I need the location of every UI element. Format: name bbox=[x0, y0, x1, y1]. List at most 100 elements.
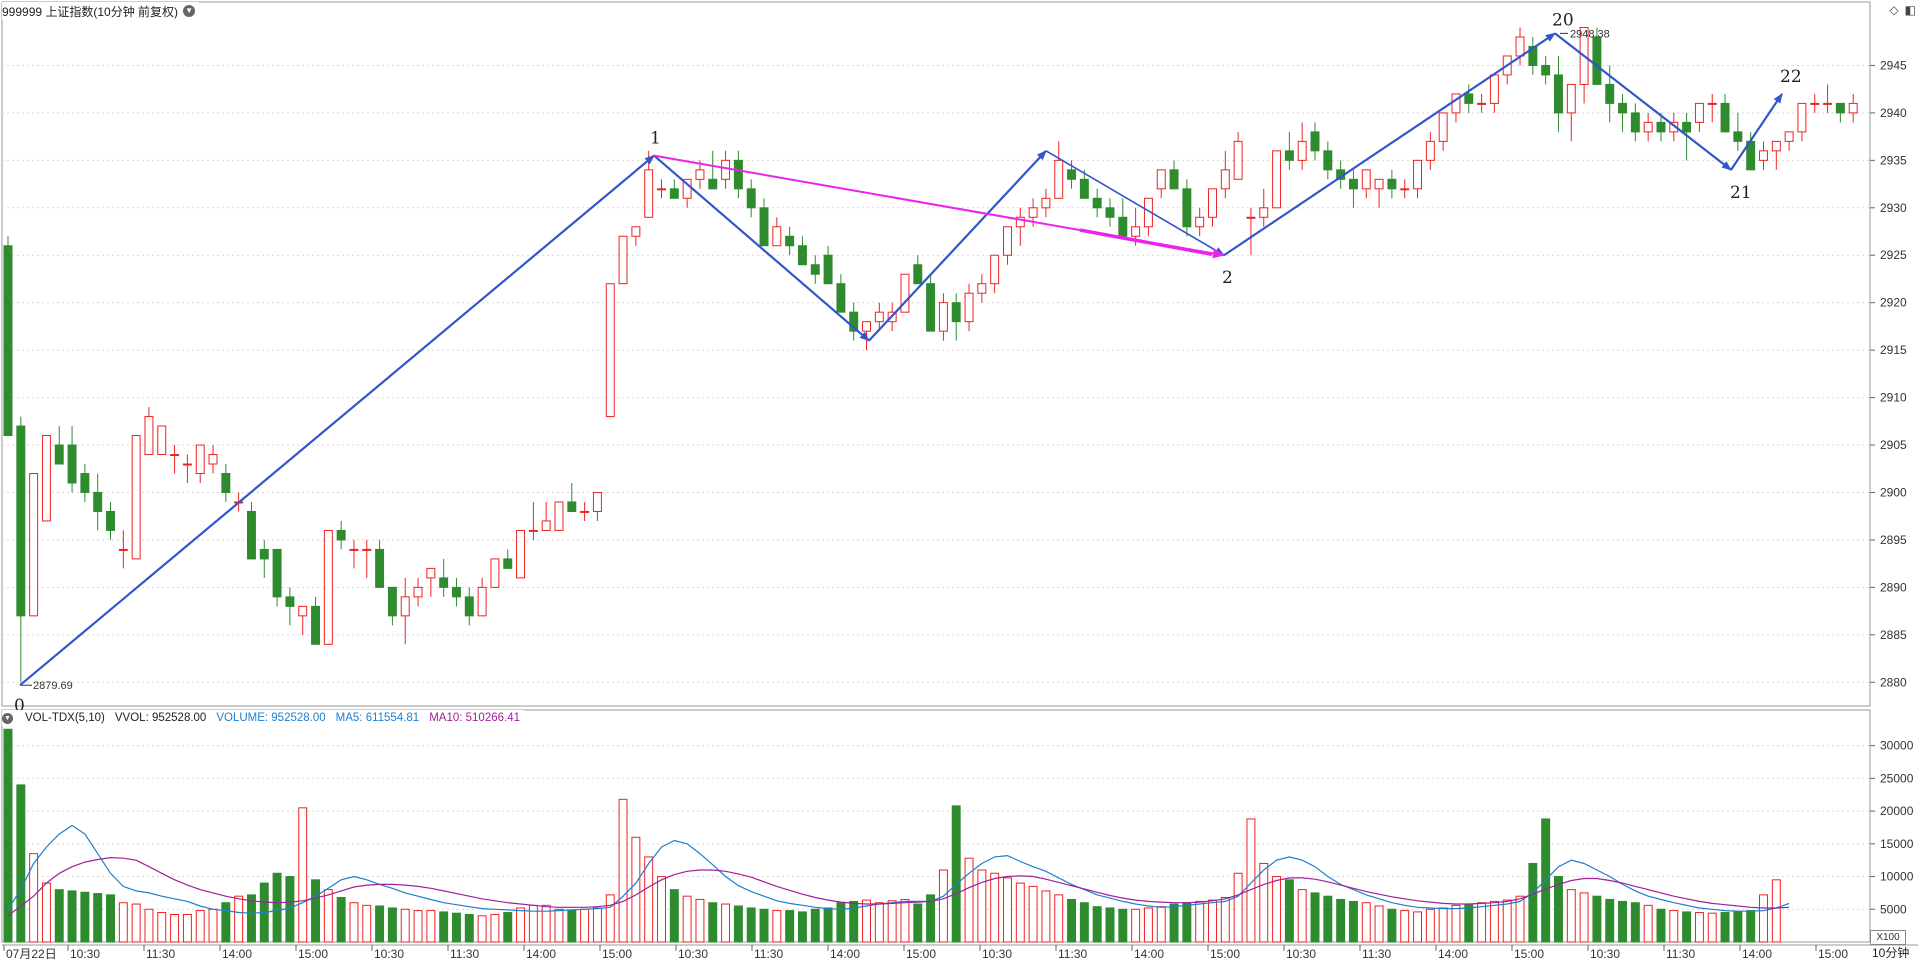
period-label[interactable]: 10分钟 bbox=[1872, 946, 1910, 960]
candle-body bbox=[733, 159, 743, 190]
candle-body bbox=[1835, 102, 1845, 114]
volume-bar bbox=[862, 899, 871, 943]
candle-body bbox=[1195, 216, 1205, 228]
candle-body bbox=[208, 454, 218, 465]
candle-body bbox=[1438, 112, 1448, 142]
y-tick-label: 2915 bbox=[1880, 343, 1907, 357]
volume-bar bbox=[336, 896, 346, 943]
volume-bar bbox=[1746, 910, 1756, 943]
candle-body bbox=[964, 292, 974, 323]
y-tick-label: 2885 bbox=[1880, 628, 1907, 642]
candle-body bbox=[1682, 121, 1692, 133]
volume-bar bbox=[413, 910, 423, 943]
x-tick-label: 10:30 bbox=[1590, 947, 1620, 961]
volume-bar bbox=[157, 912, 167, 943]
candle-body bbox=[1387, 178, 1397, 190]
volume-bar bbox=[452, 912, 461, 943]
candle-body bbox=[810, 264, 820, 275]
diamond-icon[interactable]: ◇ bbox=[1889, 3, 1899, 17]
candle-body bbox=[41, 435, 51, 522]
volume-bar bbox=[618, 798, 628, 943]
candle-body bbox=[849, 311, 859, 332]
volume-bar bbox=[1656, 908, 1666, 943]
candle-body bbox=[1118, 216, 1128, 237]
candle-body bbox=[644, 169, 654, 218]
candle-body bbox=[1464, 93, 1474, 104]
volume-bar bbox=[1054, 894, 1064, 943]
volume-unit-label: X100 bbox=[1870, 930, 1906, 945]
candle-body bbox=[477, 586, 487, 617]
volume-bar bbox=[1169, 903, 1179, 943]
candle-body bbox=[1784, 131, 1794, 142]
volume-bar bbox=[208, 908, 218, 943]
volume-bar bbox=[746, 907, 756, 943]
candle-body bbox=[541, 520, 551, 531]
candle-body bbox=[1771, 140, 1781, 152]
candle-body bbox=[1284, 150, 1294, 161]
candle-body bbox=[67, 444, 77, 484]
volume-bar bbox=[1143, 907, 1153, 943]
volume-bar bbox=[387, 907, 397, 943]
x-tick-label: 14:00 bbox=[1134, 947, 1164, 961]
volume-bar bbox=[657, 876, 666, 943]
volume-bar bbox=[503, 912, 513, 943]
chevron-down-icon[interactable]: ▼ bbox=[2, 712, 13, 724]
volume-bar bbox=[964, 857, 974, 943]
candle-body bbox=[951, 302, 961, 323]
candle-body bbox=[1759, 150, 1768, 161]
candle-body bbox=[259, 548, 269, 560]
candle-body bbox=[1259, 207, 1269, 218]
volume-bar bbox=[1707, 912, 1717, 943]
chart-title-text: 999999 上证指数(10分钟 前复权) bbox=[2, 4, 179, 19]
candle-body bbox=[1810, 102, 1820, 105]
candle-body bbox=[1169, 169, 1179, 190]
volume-bar bbox=[823, 907, 833, 943]
candle-body bbox=[605, 283, 615, 418]
volume-y-tick-label: 5000 bbox=[1880, 902, 1907, 916]
volume-bar bbox=[375, 905, 385, 943]
candle-body bbox=[669, 188, 679, 199]
wave-arrow-21-22 bbox=[1730, 93, 1783, 171]
candle-body bbox=[1348, 178, 1358, 190]
candle-body bbox=[1003, 226, 1012, 256]
volume-bar bbox=[759, 908, 769, 943]
candle-body bbox=[54, 444, 64, 465]
candle-body bbox=[490, 558, 500, 588]
candle-body bbox=[1079, 178, 1089, 199]
candle-body bbox=[1541, 64, 1551, 76]
candle-body bbox=[516, 529, 526, 579]
candle-body bbox=[631, 226, 641, 237]
volume-bar bbox=[1195, 900, 1205, 943]
y-tick-label: 2910 bbox=[1880, 391, 1907, 405]
chevron-down-icon[interactable]: ▼ bbox=[183, 5, 196, 17]
candle-body bbox=[426, 567, 436, 579]
volume-bar bbox=[221, 902, 231, 943]
candle-body bbox=[118, 548, 128, 551]
volume-bar bbox=[1630, 902, 1640, 943]
candle-body bbox=[131, 435, 141, 560]
candle-body bbox=[272, 548, 282, 598]
candle-body bbox=[1630, 112, 1640, 133]
candle-body bbox=[1669, 121, 1679, 133]
volume-bar bbox=[131, 903, 141, 943]
candle-body bbox=[1131, 226, 1141, 237]
candle-body bbox=[554, 501, 564, 531]
candle-body bbox=[1707, 102, 1717, 105]
candle-body bbox=[1015, 216, 1025, 228]
volume-bar bbox=[439, 911, 449, 943]
candle-body bbox=[862, 321, 871, 332]
volume-bar bbox=[400, 908, 410, 943]
candle-body bbox=[1605, 83, 1615, 104]
volume-bar bbox=[554, 908, 564, 943]
volume-bar bbox=[311, 879, 321, 943]
candle-body bbox=[990, 254, 1000, 285]
candle-body bbox=[16, 425, 26, 617]
panel-toggle-icon[interactable]: ◧ bbox=[1904, 3, 1916, 17]
candle-body bbox=[246, 510, 256, 560]
volume-bar bbox=[1400, 910, 1410, 943]
volume-bar bbox=[246, 894, 256, 943]
volume-bar bbox=[29, 853, 39, 943]
candle-body bbox=[746, 188, 756, 209]
volume-bar bbox=[1259, 862, 1269, 943]
